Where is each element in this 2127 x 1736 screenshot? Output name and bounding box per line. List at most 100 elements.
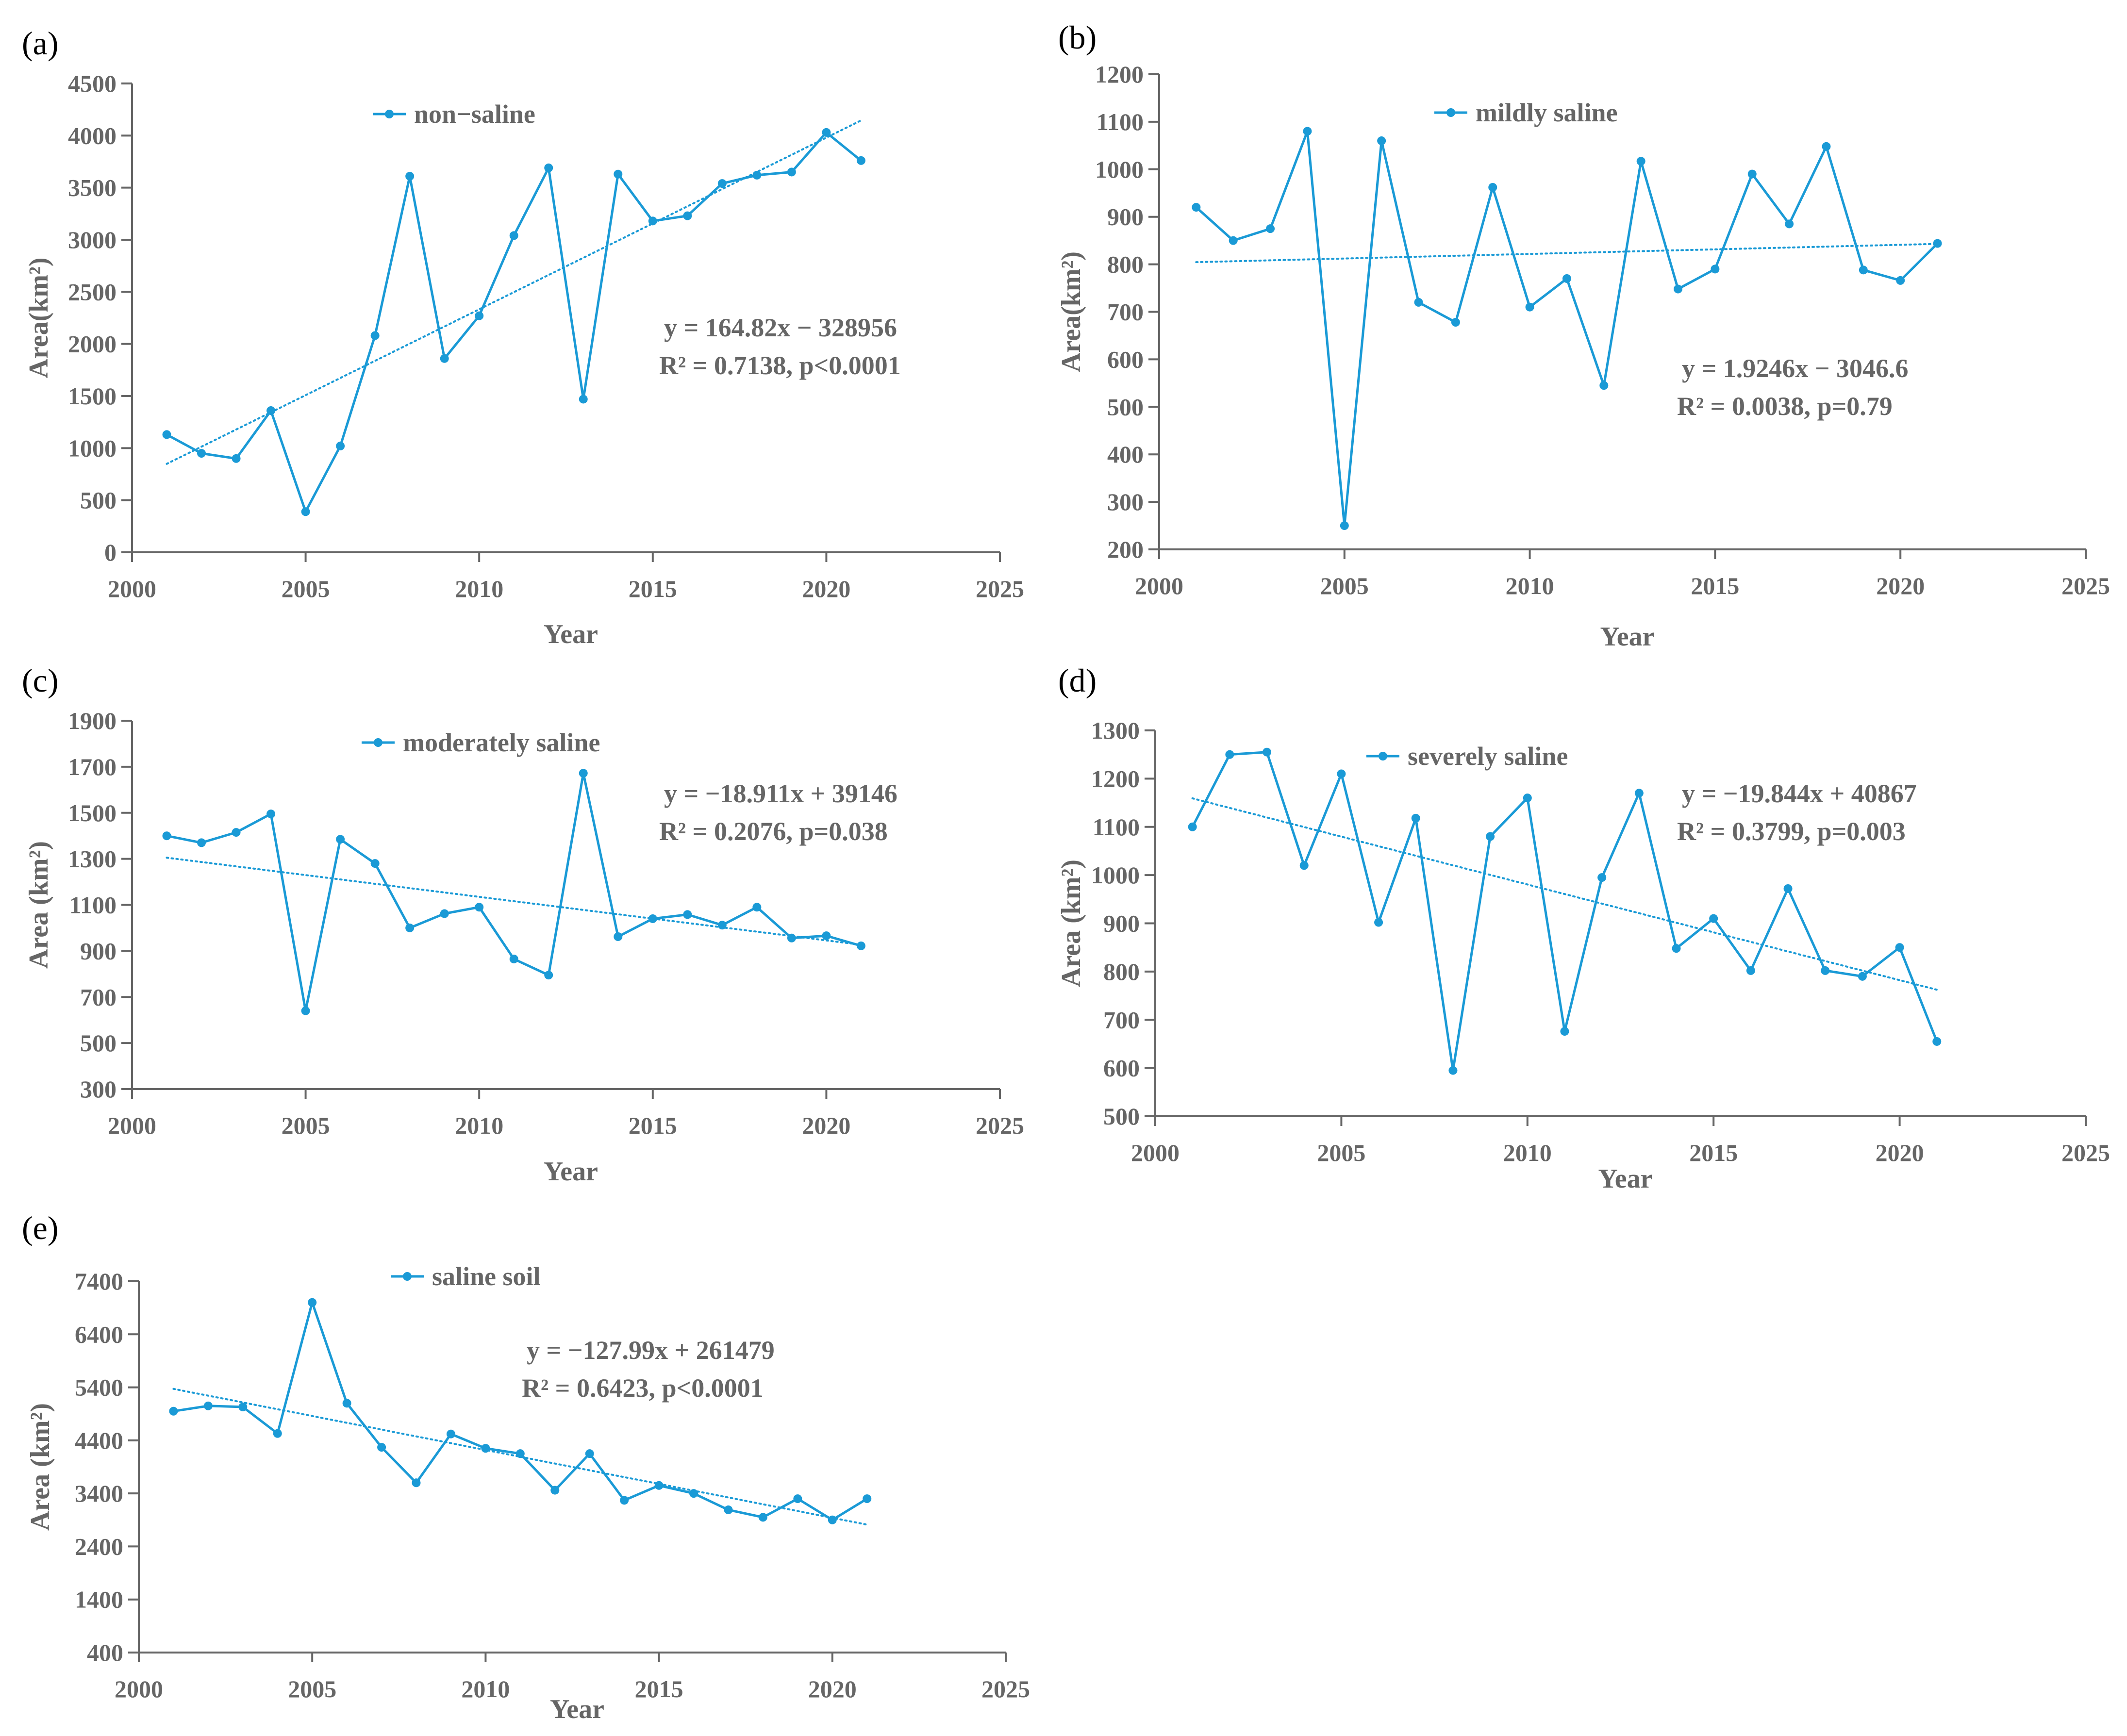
x-axis-title: Year bbox=[550, 1694, 604, 1724]
data-point bbox=[273, 1429, 282, 1438]
legend-marker bbox=[1446, 108, 1455, 117]
chart-panel-d: 500 600 700 800 900 1000 1100 1200 1300 2000 2005 2… bbox=[1056, 662, 2110, 1194]
x-tick-label: 2015 bbox=[635, 1675, 683, 1703]
data-point bbox=[614, 169, 623, 179]
data-point bbox=[787, 933, 796, 942]
data-point bbox=[856, 156, 865, 165]
data-point bbox=[648, 216, 657, 226]
data-point bbox=[1822, 142, 1831, 151]
data-point bbox=[822, 931, 831, 941]
data-point bbox=[544, 163, 553, 172]
data-point bbox=[197, 838, 206, 847]
legend-marker bbox=[403, 1272, 412, 1281]
panel-label: (a) bbox=[22, 25, 58, 62]
y-axis-title: Area(km²) bbox=[1056, 251, 1086, 372]
y-tick-label: 800 bbox=[1107, 251, 1144, 278]
data-point bbox=[822, 128, 831, 137]
data-point bbox=[301, 507, 310, 516]
data-point bbox=[1634, 789, 1644, 798]
x-tick-label: 2010 bbox=[461, 1675, 510, 1703]
data-point bbox=[1674, 284, 1683, 294]
y-tick-label: 1000 bbox=[1095, 156, 1144, 183]
regression-equation: y = 164.82x − 328956 bbox=[664, 313, 897, 342]
legend-label: moderately saline bbox=[403, 728, 600, 757]
y-tick-label: 900 bbox=[1107, 203, 1144, 231]
data-point bbox=[724, 1505, 733, 1515]
x-axis-title: Year bbox=[544, 1157, 598, 1187]
y-tick-label: 4400 bbox=[75, 1427, 123, 1454]
chart-panel-b: 200 300 400 500 600 700 800 900 1000 1100 1200 2000… bbox=[1056, 19, 2110, 652]
data-point bbox=[1933, 239, 1942, 248]
y-tick-label: 1700 bbox=[68, 753, 116, 780]
regression-equation: y = −19.844x + 40867 bbox=[1682, 779, 1917, 808]
y-tick-label: 900 bbox=[1103, 910, 1140, 937]
data-point bbox=[1562, 274, 1571, 283]
legend-marker bbox=[374, 738, 382, 747]
data-point bbox=[1414, 298, 1423, 307]
y-tick-label: 1100 bbox=[69, 892, 116, 919]
panel-label: (b) bbox=[1058, 19, 1097, 56]
data-point bbox=[1599, 381, 1609, 390]
data-point bbox=[1709, 914, 1718, 923]
data-point bbox=[579, 769, 588, 778]
data-point bbox=[579, 395, 588, 404]
data-point bbox=[1895, 943, 1904, 952]
legend: severely saline bbox=[1366, 742, 1568, 771]
data-point bbox=[1263, 747, 1272, 757]
data-point bbox=[758, 1513, 767, 1522]
y-tick-label: 1200 bbox=[1095, 61, 1144, 88]
data-point bbox=[717, 179, 727, 188]
data-point bbox=[475, 311, 484, 320]
data-point bbox=[162, 430, 171, 439]
data-point bbox=[1451, 318, 1460, 327]
data-point bbox=[752, 170, 762, 180]
y-tick-label: 1200 bbox=[1091, 765, 1140, 792]
x-tick-label: 2000 bbox=[108, 575, 156, 602]
legend-label: saline soil bbox=[432, 1262, 541, 1291]
trendline bbox=[1191, 797, 1938, 991]
x-axis-title: Year bbox=[544, 619, 598, 649]
data-point bbox=[412, 1478, 421, 1488]
x-axis-title: Year bbox=[1598, 1164, 1653, 1194]
data-point bbox=[1858, 972, 1867, 981]
y-tick-label: 3500 bbox=[68, 174, 116, 201]
x-tick-label: 2020 bbox=[802, 1112, 850, 1139]
data-point bbox=[614, 932, 623, 941]
y-tick-label: 400 bbox=[1107, 441, 1144, 468]
chart-panel-e: 400 1400 2400 3400 4400 5400 6400 7400 2000 2005 2… bbox=[22, 1209, 1030, 1724]
data-point bbox=[370, 859, 380, 868]
x-tick-label: 2000 bbox=[115, 1675, 163, 1703]
data-point bbox=[169, 1406, 178, 1416]
regression-equation: y = 1.9246x − 3046.6 bbox=[1682, 354, 1909, 383]
y-tick-label: 3400 bbox=[75, 1480, 123, 1507]
x-tick-label: 2000 bbox=[108, 1112, 156, 1139]
regression-r2: R² = 0.7138, p<0.0001 bbox=[659, 351, 901, 380]
x-tick-label: 2020 bbox=[808, 1675, 857, 1703]
legend: moderately saline bbox=[362, 728, 600, 757]
data-point bbox=[232, 828, 241, 837]
x-tick-label: 2000 bbox=[1131, 1139, 1180, 1166]
data-point bbox=[440, 354, 449, 363]
data-point bbox=[1488, 183, 1497, 192]
legend: saline soil bbox=[391, 1262, 541, 1291]
regression-r2: R² = 0.0038, p=0.79 bbox=[1677, 392, 1893, 421]
x-tick-label: 2015 bbox=[629, 1112, 677, 1139]
legend-label: mildly saline bbox=[1476, 98, 1618, 127]
data-point bbox=[370, 331, 380, 340]
y-tick-label: 5400 bbox=[75, 1374, 123, 1401]
chart-panel-c: 300 500 700 900 1100 1300 1500 1700 1900 2000 2005… bbox=[22, 662, 1024, 1187]
legend-label: severely saline bbox=[1408, 742, 1568, 771]
y-tick-label: 7400 bbox=[75, 1268, 123, 1295]
data-point bbox=[1192, 203, 1201, 212]
y-tick-label: 600 bbox=[1107, 346, 1144, 373]
data-point bbox=[1266, 224, 1275, 233]
legend-marker bbox=[1379, 752, 1387, 761]
data-point bbox=[793, 1494, 802, 1504]
data-point bbox=[1859, 265, 1868, 275]
y-tick-label: 4500 bbox=[68, 70, 116, 97]
y-tick-label: 500 bbox=[80, 487, 116, 514]
data-point bbox=[1932, 1037, 1942, 1046]
x-tick-label: 2010 bbox=[455, 1112, 503, 1139]
x-tick-label: 2025 bbox=[976, 575, 1024, 602]
series-line bbox=[173, 1301, 868, 1521]
